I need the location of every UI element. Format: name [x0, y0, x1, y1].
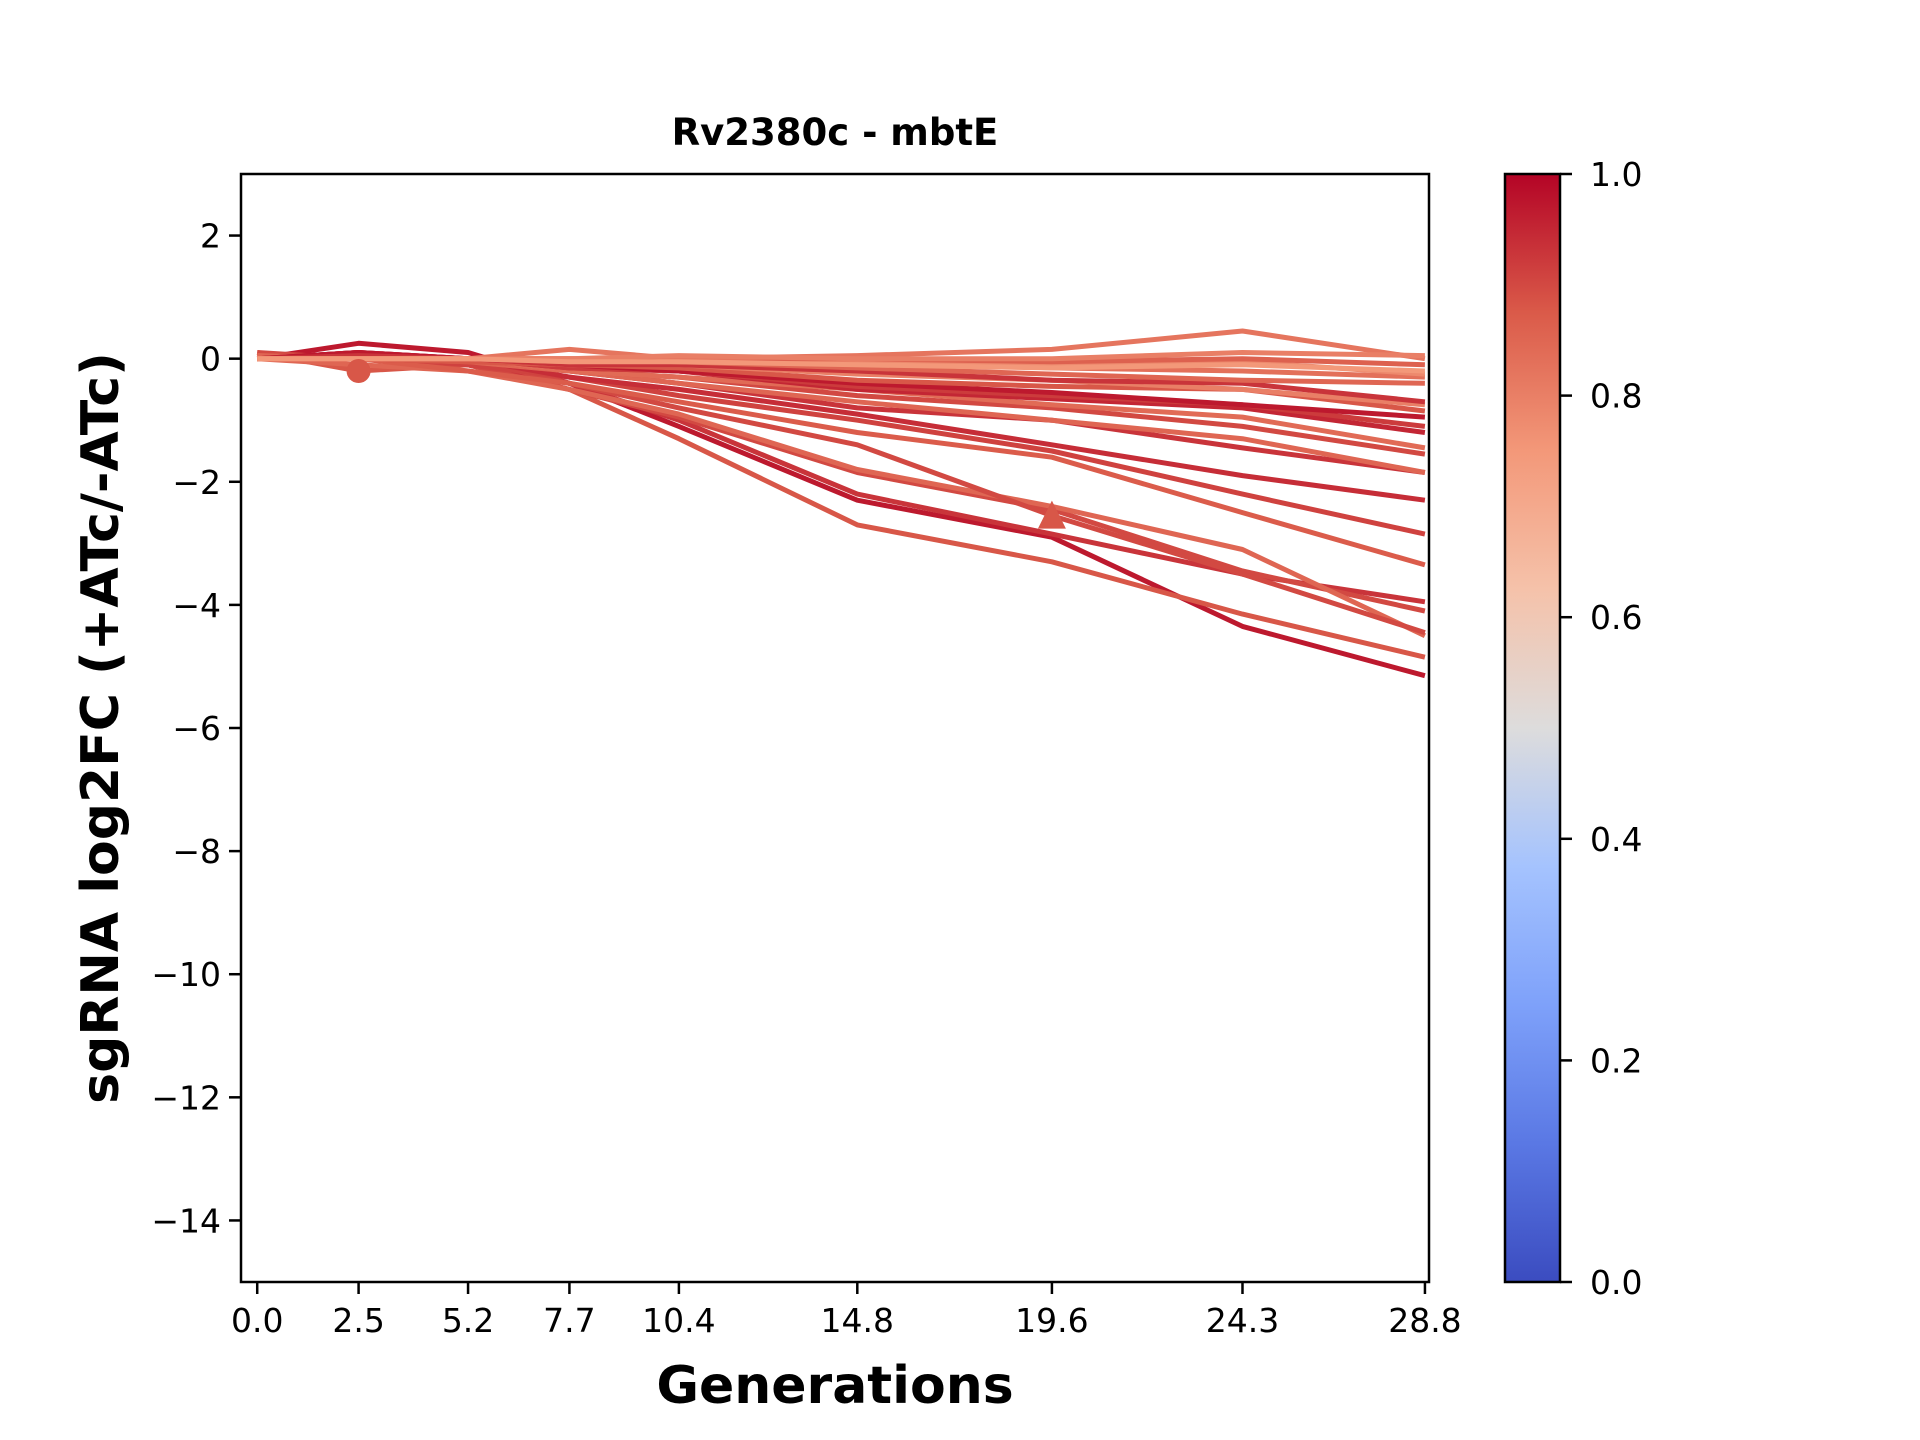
- colorbar-tick-label: 0.8: [1590, 377, 1642, 416]
- colorbar-tick-label: 0.6: [1590, 598, 1642, 637]
- x-tick-label: 10.4: [642, 1301, 715, 1340]
- x-tick-label: 2.5: [332, 1301, 384, 1340]
- y-tick-label: −2: [172, 463, 221, 502]
- x-tick-label: 14.8: [821, 1301, 894, 1340]
- triangle-marker: [1037, 500, 1066, 529]
- colorbar-tick-label: 1.0: [1590, 155, 1642, 194]
- markers: [346, 358, 1066, 529]
- x-tick-label: 19.6: [1015, 1301, 1088, 1340]
- x-tick-label: 5.2: [442, 1301, 494, 1340]
- x-axis-label: Generations: [656, 1356, 1013, 1416]
- y-tick-label: −14: [151, 1201, 221, 1240]
- y-tick-label: 2: [200, 217, 221, 256]
- y-tick-label: −4: [172, 586, 221, 625]
- y-tick-label: −10: [151, 955, 221, 994]
- y-tick-label: −8: [172, 832, 221, 871]
- y-tick-label: −6: [172, 709, 221, 748]
- series-line-26: [257, 356, 1425, 374]
- x-tick-label: 24.3: [1206, 1301, 1279, 1340]
- series-line-7: [257, 353, 1426, 568]
- chart-title: Rv2380c - mbtE: [672, 111, 999, 154]
- series-line-5: [257, 356, 1426, 638]
- y-axis: 2 0 −2 −4 −6 −8 −10 −12 −14: [151, 217, 241, 1240]
- y-axis-label: sgRNA log2FC (+ATc/-ATc): [71, 352, 131, 1104]
- colorbar: [1503, 172, 1562, 1284]
- y-tick-label: 0: [200, 340, 221, 379]
- x-tick-label: 28.8: [1388, 1301, 1461, 1340]
- x-tick-label: 7.7: [543, 1301, 595, 1340]
- colorbar-ticks: 1.0 0.8 0.6 0.4 0.2 0.0: [1560, 155, 1642, 1302]
- series-lines: [256, 328, 1426, 679]
- y-tick-label: −12: [151, 1078, 221, 1117]
- circle-marker: [346, 358, 371, 383]
- x-tick-label: 0.0: [231, 1301, 283, 1340]
- colorbar-tick-label: 0.4: [1590, 820, 1642, 859]
- colorbar-tick-label: 0.2: [1590, 1041, 1642, 1080]
- x-axis: 0.0 2.5 5.2 7.7 10.4 14.8 19.6 24.3 28.8: [231, 1282, 1462, 1340]
- plot-frame: [239, 172, 1431, 1284]
- colorbar-tick-label: 0.0: [1590, 1263, 1642, 1302]
